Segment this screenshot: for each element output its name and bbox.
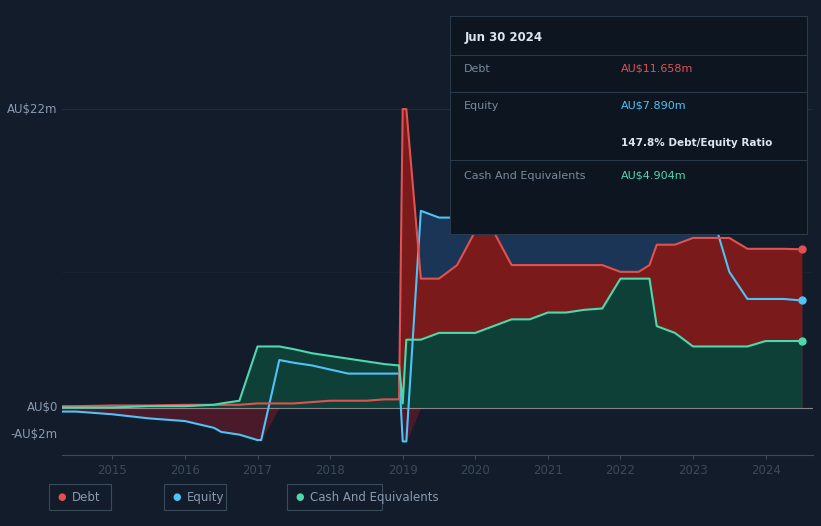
- Text: Cash And Equivalents: Cash And Equivalents: [464, 171, 585, 181]
- Text: Equity: Equity: [464, 101, 499, 111]
- Text: -AU$2m: -AU$2m: [11, 428, 57, 441]
- Text: Debt: Debt: [464, 64, 491, 74]
- Text: Debt: Debt: [72, 491, 101, 503]
- Text: AU$7.890m: AU$7.890m: [621, 101, 687, 111]
- Text: Cash And Equivalents: Cash And Equivalents: [310, 491, 439, 503]
- Text: AU$0: AU$0: [26, 401, 57, 414]
- Text: AU$4.904m: AU$4.904m: [621, 171, 687, 181]
- Text: 147.8% Debt/Equity Ratio: 147.8% Debt/Equity Ratio: [621, 138, 773, 148]
- Text: ●: ●: [57, 492, 66, 502]
- Text: AU$11.658m: AU$11.658m: [621, 64, 694, 74]
- Text: ●: ●: [296, 492, 304, 502]
- Text: AU$22m: AU$22m: [7, 103, 57, 116]
- Text: Equity: Equity: [187, 491, 225, 503]
- Text: Jun 30 2024: Jun 30 2024: [464, 31, 543, 44]
- Text: ●: ●: [172, 492, 181, 502]
